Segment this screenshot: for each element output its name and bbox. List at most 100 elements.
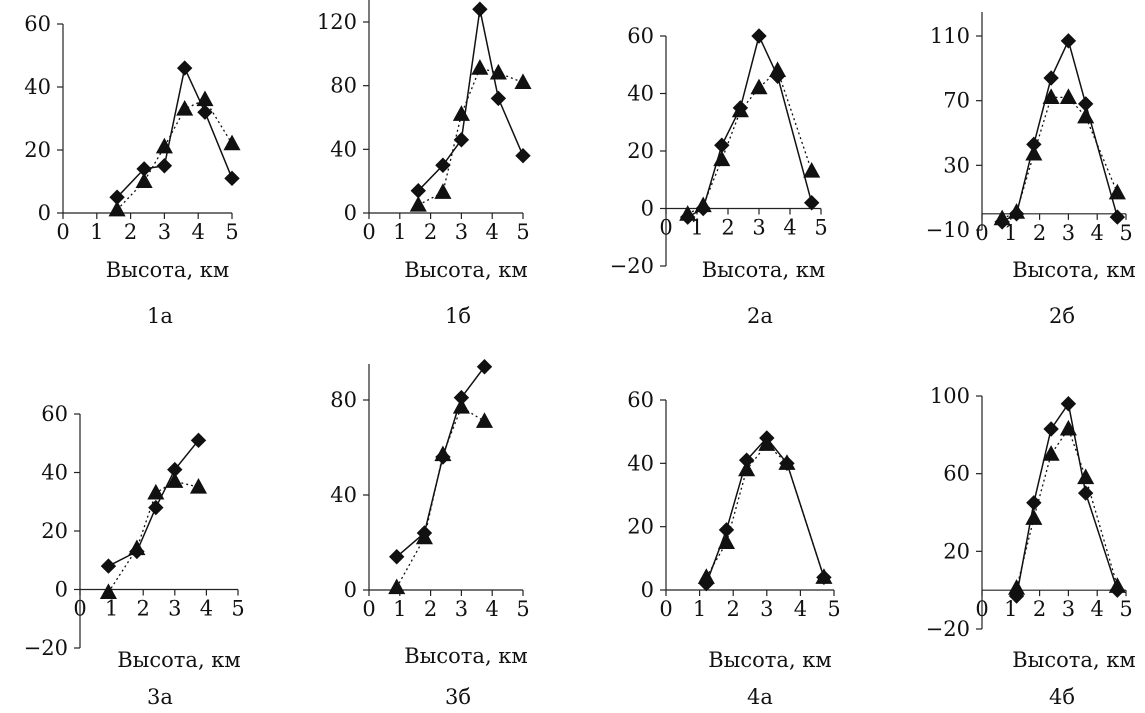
triangle-marker — [778, 454, 796, 470]
triangle-marker — [1059, 419, 1077, 436]
x-tick-label: 2 — [137, 597, 150, 621]
triangle-marker — [758, 435, 776, 451]
x-tick-label: 2 — [424, 597, 437, 621]
y-tick-label: 80 — [330, 388, 357, 412]
x-axis-label: Высота, км — [708, 648, 832, 672]
x-tick-label: 2 — [1033, 221, 1046, 245]
triangle-marker — [1059, 88, 1077, 104]
y-tick-label: −20 — [610, 254, 654, 278]
panel-caption: 3б — [445, 685, 471, 709]
y-tick-label: 40 — [627, 82, 654, 106]
y-tick-label: 20 — [41, 519, 68, 543]
triangle-marker — [993, 209, 1011, 226]
x-axis-label: Высота, км — [404, 258, 528, 282]
triangle-marker — [223, 134, 241, 151]
triangle-marker — [803, 162, 821, 178]
panel-caption: 4б — [1049, 685, 1075, 709]
x-tick-label: 2 — [1033, 597, 1046, 621]
triangle-marker — [1077, 107, 1095, 124]
x-tick-label: 0 — [56, 220, 69, 244]
x-tick-label: 2 — [727, 597, 740, 621]
y-tick-label: 40 — [24, 75, 51, 99]
series-line-solid — [417, 9, 524, 192]
panel-caption: 2а — [747, 304, 773, 328]
x-tick-label: 4 — [486, 220, 499, 244]
diamond-marker — [751, 28, 767, 44]
triangle-marker — [713, 150, 731, 167]
diamond-marker — [515, 147, 531, 164]
series-line-dotted — [116, 98, 233, 211]
x-tick-label: 3 — [168, 597, 181, 621]
triangle-marker — [1042, 445, 1060, 461]
triangle-marker — [1008, 579, 1026, 595]
y-tick-label: 40 — [330, 483, 357, 507]
x-tick-label: 0 — [975, 221, 988, 245]
x-tick-label: 1 — [393, 220, 406, 244]
x-tick-label: 0 — [659, 597, 672, 621]
x-tick-label: 4 — [783, 216, 796, 240]
diamond-marker — [803, 195, 820, 211]
triangle-marker — [475, 412, 494, 428]
diamond-marker — [190, 432, 207, 449]
series-line-dotted — [418, 67, 524, 206]
y-tick-label: 40 — [41, 461, 68, 485]
triangle-marker — [738, 460, 756, 477]
x-tick-label: 1 — [1004, 221, 1017, 245]
y-tick-label: −10 — [926, 218, 970, 242]
diamond-marker — [1109, 209, 1126, 225]
x-tick-label: 5 — [1119, 221, 1132, 245]
y-tick-label: 20 — [627, 139, 654, 163]
series-line-solid — [687, 33, 813, 218]
y-tick-label: 30 — [943, 153, 970, 177]
x-tick-label: 5 — [225, 220, 238, 244]
diamond-marker — [100, 558, 117, 574]
x-tick-label: 3 — [455, 597, 468, 621]
x-tick-label: 0 — [975, 597, 988, 621]
triangle-marker — [108, 200, 126, 217]
x-tick-label: 3 — [752, 216, 765, 240]
triangle-marker — [409, 195, 427, 212]
y-tick-label: 20 — [943, 539, 970, 563]
triangle-marker — [471, 59, 489, 75]
diamond-marker — [714, 137, 730, 153]
x-tick-label: 2 — [424, 220, 437, 244]
x-axis-label: Высота, км — [1012, 258, 1136, 282]
y-tick-label: 0 — [38, 201, 51, 225]
triangle-marker — [434, 445, 452, 462]
x-tick-label: 5 — [814, 216, 827, 240]
x-axis-label: Высота, км — [404, 644, 528, 668]
x-axis-label: Высота, км — [702, 258, 826, 282]
triangle-marker — [166, 472, 184, 488]
x-tick-label: 1 — [690, 216, 703, 240]
x-axis-label: Высота, км — [117, 648, 241, 672]
x-tick-label: 4 — [192, 220, 205, 244]
diamond-marker — [1043, 70, 1059, 86]
diamond-marker — [148, 499, 164, 516]
triangle-marker — [717, 533, 736, 550]
y-tick-label: 60 — [627, 388, 654, 412]
triangle-marker — [1008, 203, 1026, 219]
panel-caption: 1а — [147, 304, 173, 328]
triangle-marker — [489, 63, 507, 80]
panel-caption: 2б — [1049, 304, 1075, 328]
x-tick-label: 1 — [1004, 597, 1017, 621]
triangle-marker — [1108, 183, 1126, 200]
diamond-marker — [472, 1, 488, 17]
x-tick-label: 4 — [486, 597, 499, 621]
x-tick-label: 5 — [231, 597, 244, 621]
triangle-marker — [1108, 577, 1126, 593]
triangle-marker — [750, 78, 768, 95]
triangle-marker — [196, 90, 214, 107]
x-tick-label: 5 — [516, 597, 529, 621]
diamond-marker — [197, 104, 213, 120]
diamond-marker — [1026, 495, 1042, 511]
y-tick-label: −20 — [926, 617, 970, 641]
y-tick-label: 60 — [627, 24, 654, 48]
triangle-marker — [388, 578, 406, 595]
diamond-marker — [156, 158, 173, 174]
y-tick-label: 70 — [943, 89, 970, 113]
